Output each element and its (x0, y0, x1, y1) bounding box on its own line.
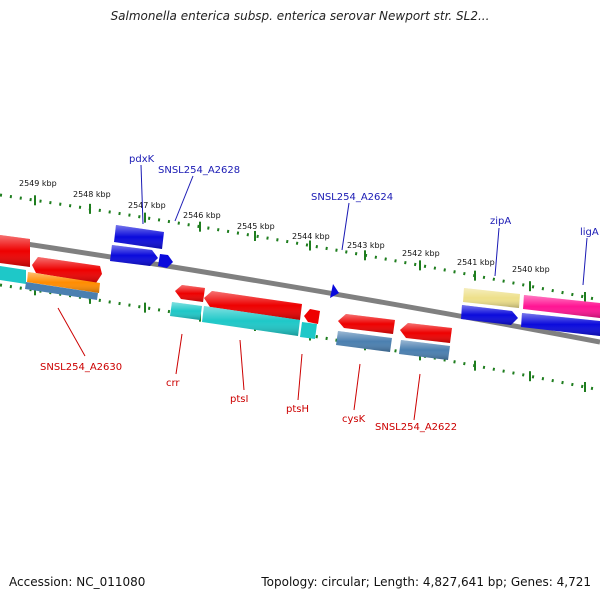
kbp-label-2544: 2544 kbp (292, 232, 330, 241)
label-cysK[interactable]: cysK (342, 414, 366, 425)
bottom-leaders (57, 307, 421, 421)
gene-cyan-left[interactable] (0, 266, 26, 284)
gene-small-blue-1[interactable] (158, 254, 173, 268)
label-ligA[interactable]: ligA (580, 227, 599, 238)
genome-backbone (0, 237, 600, 345)
accession-text: Accession: NC_011080 (9, 575, 146, 589)
forward-genes (0, 225, 600, 336)
gene-small-blue-2[interactable] (330, 284, 339, 298)
kbp-label-2546: 2546 kbp (183, 211, 221, 220)
gene-ptsH[interactable] (300, 322, 317, 339)
label-pdxK[interactable]: pdxK (129, 154, 155, 165)
top-leaders (140, 164, 588, 286)
label-SNSL254_A2622[interactable]: SNSL254_A2622 (375, 422, 457, 433)
topology-text: Topology: circular; Length: 4,827,641 bp… (261, 575, 591, 589)
label-zipA[interactable]: zipA (490, 216, 511, 227)
kbp-label-2548: 2548 kbp (73, 190, 111, 199)
map-title: Salmonella enterica subsp. enterica sero… (110, 9, 490, 23)
label-SNSL254_A2628[interactable]: SNSL254_A2628 (158, 165, 240, 176)
label-ptsI[interactable]: ptsI (230, 394, 248, 405)
label-SNSL254_A2624[interactable]: SNSL254_A2624 (311, 192, 393, 203)
kbp-label-2542: 2542 kbp (402, 249, 440, 258)
label-SNSL254_A2630[interactable]: SNSL254_A2630 (40, 362, 122, 373)
gene-ptsH-red[interactable] (304, 309, 320, 324)
kbp-label-2549: 2549 kbp (19, 179, 57, 188)
bottom-gene-labels: SNSL254_A2630 crr ptsI ptsH cysK SNSL254… (40, 362, 457, 433)
kbp-label-2547: 2547 kbp (128, 201, 166, 210)
label-crr[interactable]: crr (166, 378, 180, 389)
kbp-label-2545: 2545 kbp (237, 222, 275, 231)
kbp-label-2543: 2543 kbp (347, 241, 385, 250)
scale-labels: 2549 kbp 2548 kbp 2547 kbp 2546 kbp 2545… (19, 179, 550, 274)
top-gene-labels: pdxK SNSL254_A2628 SNSL254_A2624 zipA li… (129, 154, 599, 238)
kbp-label-2540: 2540 kbp (512, 265, 550, 274)
label-ptsH[interactable]: ptsH (286, 404, 309, 415)
kbp-label-2541: 2541 kbp (457, 258, 495, 267)
reverse-genes (0, 266, 452, 360)
gene-SNSL254_A2630[interactable] (25, 282, 98, 300)
